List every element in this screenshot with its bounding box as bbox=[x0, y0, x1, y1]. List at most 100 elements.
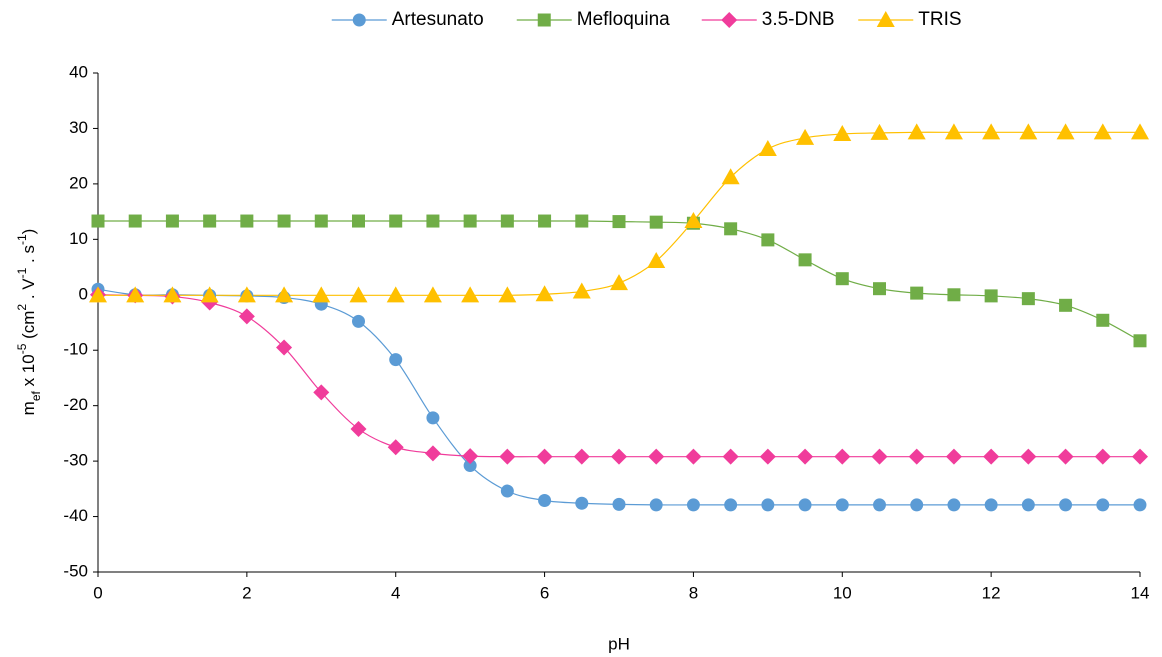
marker bbox=[908, 448, 925, 465]
marker bbox=[984, 289, 998, 303]
marker bbox=[1057, 448, 1074, 465]
marker bbox=[352, 314, 365, 328]
y-tick-label: 30 bbox=[69, 118, 88, 137]
marker bbox=[947, 498, 961, 512]
marker bbox=[684, 212, 703, 229]
marker bbox=[200, 286, 219, 303]
marker bbox=[498, 286, 517, 303]
marker bbox=[165, 214, 179, 228]
marker bbox=[461, 286, 480, 303]
marker bbox=[798, 253, 812, 267]
y-label-sup: -5 bbox=[15, 343, 29, 354]
marker bbox=[536, 448, 553, 465]
y-tick-label: -10 bbox=[63, 340, 88, 359]
y-axis-label: mef x 10-5 (cm2 . V-1 . s-1) bbox=[15, 229, 43, 416]
marker bbox=[1019, 123, 1038, 140]
marker bbox=[463, 459, 477, 473]
marker bbox=[612, 497, 626, 511]
x-tick-label: 4 bbox=[391, 583, 400, 602]
marker bbox=[982, 123, 1001, 140]
marker bbox=[1133, 334, 1147, 348]
marker bbox=[1021, 498, 1035, 512]
marker bbox=[834, 448, 851, 465]
marker bbox=[721, 12, 738, 28]
y-tick-label: -30 bbox=[63, 451, 88, 470]
marker bbox=[463, 214, 477, 228]
marker bbox=[1056, 123, 1075, 140]
y-label-sup: -1 bbox=[15, 267, 29, 278]
marker bbox=[910, 286, 924, 300]
marker bbox=[876, 11, 895, 27]
marker bbox=[1133, 498, 1147, 512]
marker bbox=[312, 286, 331, 303]
x-tick-label: 12 bbox=[982, 583, 1001, 602]
marker bbox=[240, 214, 254, 228]
marker bbox=[499, 448, 516, 465]
y-tick-label: 20 bbox=[69, 173, 88, 192]
y-tick-label: -50 bbox=[63, 561, 88, 580]
marker bbox=[724, 222, 738, 236]
legend-label: Mefloquina bbox=[577, 9, 670, 30]
marker bbox=[349, 286, 368, 303]
y-tick-label: -20 bbox=[63, 395, 88, 414]
marker bbox=[572, 282, 591, 299]
marker bbox=[796, 128, 815, 145]
marker bbox=[870, 123, 889, 140]
marker bbox=[500, 484, 514, 498]
marker bbox=[535, 285, 554, 302]
marker bbox=[907, 123, 926, 140]
marker bbox=[835, 272, 849, 286]
marker bbox=[538, 214, 552, 228]
y-tick-label: 10 bbox=[69, 229, 88, 248]
y-label-part: . V bbox=[19, 278, 38, 304]
marker bbox=[277, 214, 291, 228]
marker bbox=[426, 411, 440, 425]
marker bbox=[352, 214, 365, 228]
marker bbox=[237, 286, 256, 303]
marker bbox=[798, 498, 812, 512]
marker bbox=[1131, 123, 1149, 140]
marker bbox=[721, 168, 740, 185]
series-line bbox=[97, 294, 1140, 458]
marker bbox=[424, 445, 441, 462]
marker bbox=[873, 498, 886, 512]
marker bbox=[612, 215, 626, 229]
y-label-part: . s bbox=[19, 245, 38, 268]
marker bbox=[386, 286, 405, 303]
marker bbox=[1094, 448, 1111, 465]
marker bbox=[611, 448, 627, 465]
x-tick-label: 8 bbox=[689, 583, 698, 602]
marker bbox=[1020, 448, 1037, 465]
marker bbox=[387, 439, 404, 456]
y-label-part: m bbox=[19, 401, 38, 415]
marker bbox=[538, 493, 552, 507]
marker bbox=[128, 214, 142, 228]
legend-label: TRIS bbox=[918, 9, 961, 30]
marker bbox=[761, 233, 775, 247]
marker bbox=[647, 251, 666, 268]
marker bbox=[649, 498, 663, 512]
marker bbox=[500, 214, 514, 228]
marker bbox=[238, 308, 255, 325]
y-label-part: (cm bbox=[19, 311, 38, 344]
marker bbox=[389, 214, 403, 228]
marker bbox=[1096, 498, 1110, 512]
x-tick-label: 14 bbox=[1131, 583, 1150, 602]
y-label-part: ) bbox=[19, 229, 38, 235]
x-tick-label: 6 bbox=[540, 583, 549, 602]
x-tick-label: 10 bbox=[833, 583, 852, 602]
marker bbox=[1093, 123, 1112, 140]
marker bbox=[722, 448, 739, 465]
marker bbox=[835, 498, 849, 512]
marker bbox=[575, 496, 589, 510]
marker bbox=[91, 214, 105, 228]
marker bbox=[423, 286, 442, 303]
marker bbox=[313, 384, 330, 401]
x-axis-label: pH bbox=[608, 634, 630, 653]
marker bbox=[126, 286, 145, 303]
marker bbox=[89, 286, 107, 303]
marker bbox=[761, 498, 775, 512]
marker bbox=[1059, 498, 1073, 512]
series-line bbox=[98, 131, 1141, 297]
